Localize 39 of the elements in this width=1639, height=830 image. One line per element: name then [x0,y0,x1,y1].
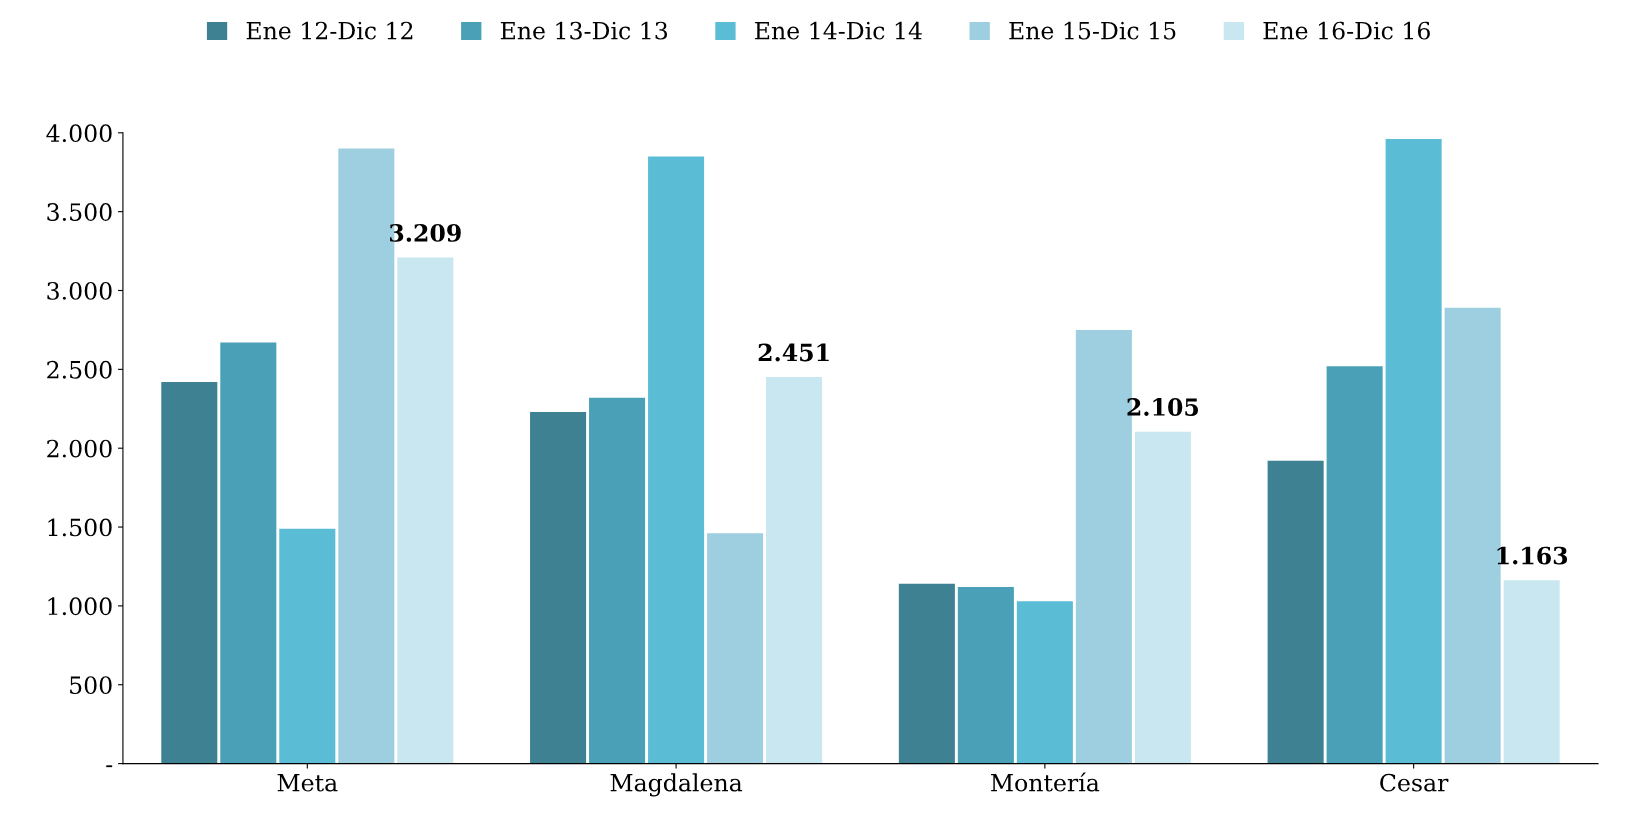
bar [161,381,218,764]
bar [589,397,646,764]
bar [648,156,705,764]
y-tick-label: 500 [70,676,112,695]
legend-label: Ene 16-Dic 16 [1263,21,1430,40]
y-tick-label: - [106,765,113,768]
y-tick-label: 1.500 [48,518,112,537]
bar [1016,601,1073,764]
bar [220,342,277,764]
data-label: 1.163 [1497,546,1568,565]
bar [397,257,454,764]
data-label: 2.451 [758,343,829,362]
bar [1503,580,1560,764]
x-tick-label: Cesar [1380,773,1449,792]
y-tick-label: 3.000 [47,281,112,300]
bar [957,586,1014,764]
y-tick-label: 2.000 [47,439,112,458]
bar [766,377,823,764]
legend-label: Ene 13-Dic 13 [500,21,668,40]
x-tick-label: Montería [991,772,1100,792]
bar [1326,366,1383,764]
legend-label: Ene 15-Dic 15 [1009,21,1176,40]
y-tick-label: 2.500 [47,360,112,379]
bar [1267,460,1324,764]
data-label: 3.209 [390,224,461,242]
bar [530,411,587,764]
bar [1134,431,1191,764]
bar [279,528,336,764]
bar [898,583,955,764]
bar [707,533,764,764]
legend-label: Ene 12-Dic 12 [246,21,413,40]
legend-label: Ene 14-Dic 14 [755,21,922,40]
y-tick-label: 3.500 [47,203,112,221]
data-label: 2.105 [1127,398,1199,416]
y-tick-label: 4.000 [46,124,112,143]
x-tick-label: Meta [277,774,338,792]
bar [1385,139,1442,764]
y-tick-label: 1.000 [48,597,112,616]
x-tick-label: Magdalena [610,773,743,797]
